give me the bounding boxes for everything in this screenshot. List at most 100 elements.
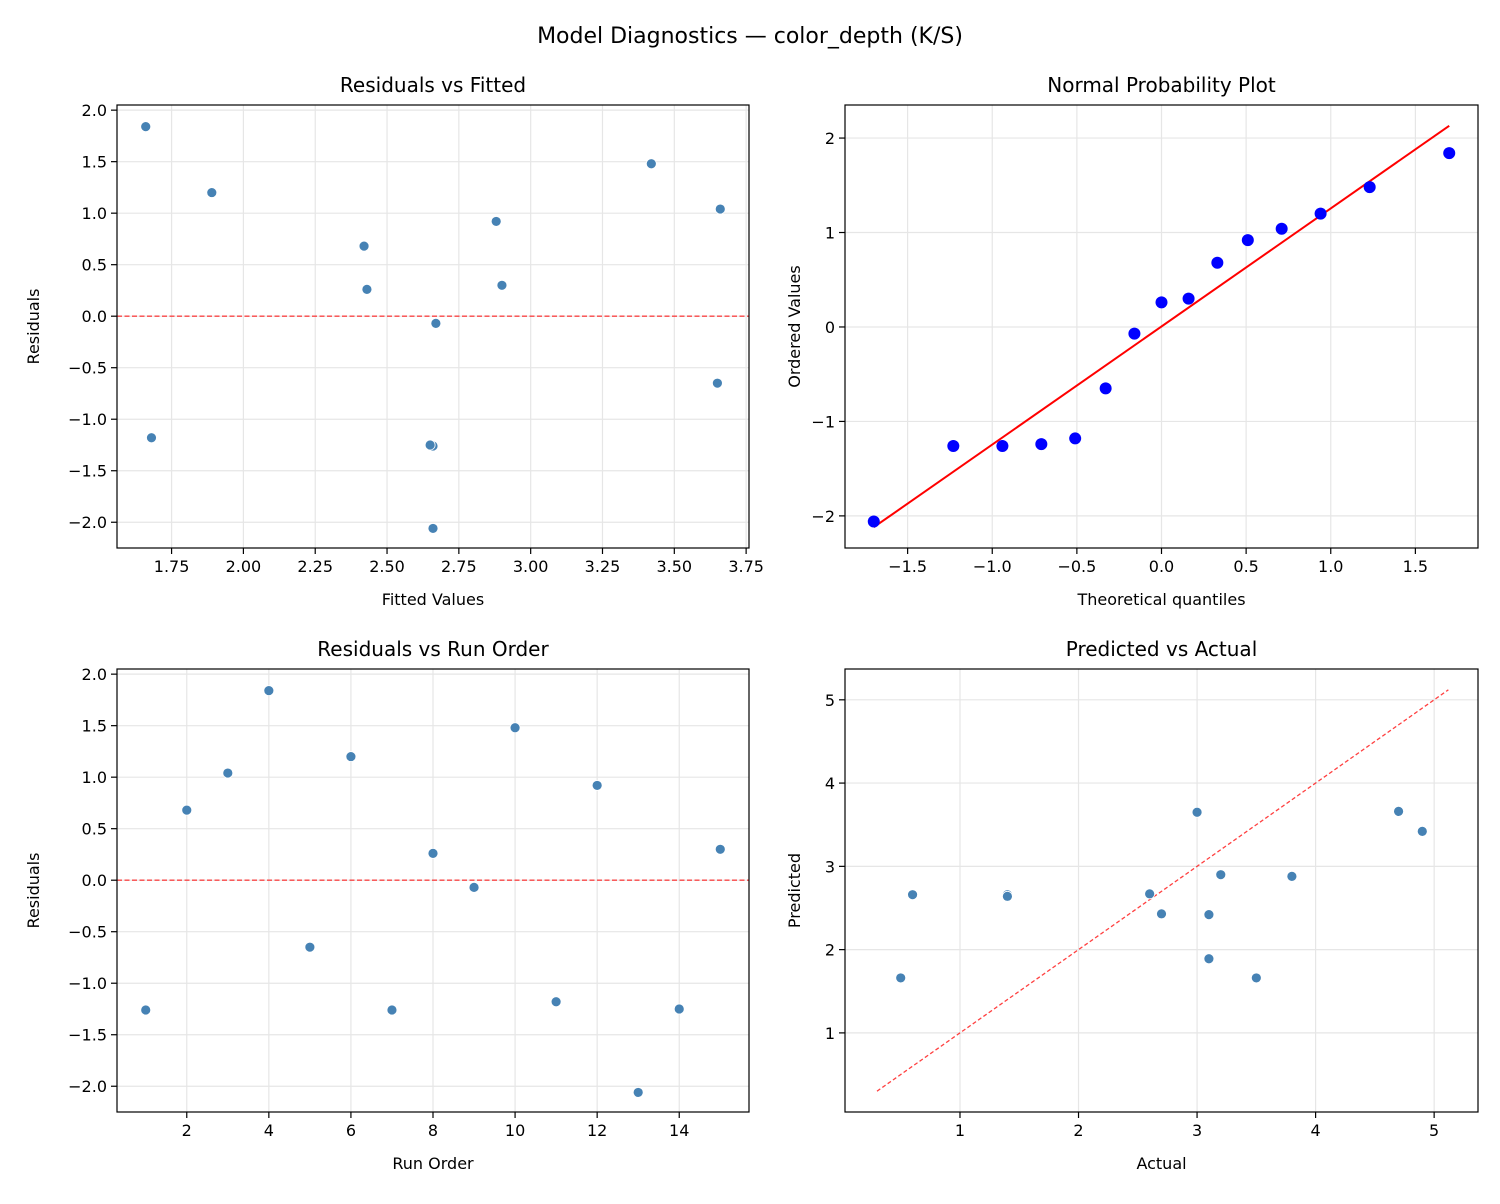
data-point	[1241, 234, 1254, 247]
data-point	[1286, 870, 1298, 882]
data-point	[714, 203, 726, 215]
data-point	[140, 121, 152, 133]
data-point	[427, 848, 439, 859]
y-tick-label: −1.5	[68, 462, 107, 481]
data-point	[1416, 825, 1428, 837]
x-tick-label: 3.25	[585, 557, 621, 576]
data-point	[895, 972, 907, 984]
data-point	[140, 1004, 152, 1016]
x-tick-label: −0.5	[1057, 557, 1096, 576]
data-point	[907, 889, 918, 901]
data-point	[468, 882, 480, 893]
x-tick-label: 2.00	[226, 557, 262, 576]
data-point	[430, 318, 442, 329]
data-point	[1155, 296, 1168, 309]
y-tick-label: 1.5	[82, 717, 107, 736]
x-tick-label: 3	[1192, 1121, 1202, 1140]
x-tick-label: −1.0	[973, 557, 1012, 576]
data-point	[947, 439, 960, 452]
data-point	[1069, 432, 1082, 445]
data-point	[1314, 207, 1327, 220]
figure-title: Model Diagnostics — color_depth (K/S)	[537, 24, 963, 49]
y-tick-label: −1.0	[68, 410, 107, 429]
x-axis-label: Theoretical quantiles	[1076, 590, 1245, 609]
y-tick-label: 1	[825, 224, 835, 243]
x-tick-label: 0.0	[1149, 557, 1174, 576]
x-tick-label: −1.5	[888, 557, 927, 576]
y-tick-label: −1.0	[68, 974, 107, 993]
axes-frame	[116, 668, 750, 1113]
data-point	[1182, 292, 1195, 305]
data-point	[386, 1004, 398, 1016]
x-tick-label: 6	[346, 1121, 356, 1140]
y-tick-label: 2.0	[82, 665, 107, 684]
fit-line	[873, 124, 1450, 529]
data-point	[1128, 327, 1141, 340]
x-axis-label: Actual	[1136, 1154, 1186, 1173]
x-tick-label: 14	[669, 1121, 689, 1140]
data-point	[1203, 953, 1215, 965]
data-point	[358, 240, 370, 252]
data-point	[1215, 869, 1227, 881]
data-point	[1250, 972, 1262, 984]
y-tick-label: −2.0	[68, 1077, 107, 1096]
x-tick-label: 1.75	[154, 557, 190, 576]
x-axis-label: Run Order	[392, 1154, 474, 1173]
data-point	[424, 439, 436, 451]
data-point	[714, 843, 726, 855]
subplot-4: 1 2 3 4 5 1 2 3 4 5 Predicted vs Actual Actual Predi…	[785, 637, 1479, 1173]
y-tick-label: 1.0	[82, 768, 107, 787]
data-point	[427, 523, 439, 534]
y-tick-label: −2	[811, 507, 835, 526]
x-tick-label: 8	[428, 1121, 438, 1140]
y-tick-label: 0.0	[82, 871, 107, 890]
data-point	[146, 432, 157, 444]
x-tick-label: 2.50	[369, 557, 405, 576]
x-tick-label: 3.75	[728, 557, 764, 576]
data-point	[645, 158, 657, 170]
data-point	[263, 685, 275, 697]
y-axis-label: Predicted	[785, 853, 804, 928]
x-tick-label: 2	[182, 1121, 192, 1140]
subplot-title: Normal Probability Plot	[1047, 73, 1276, 97]
x-axis-label: Fitted Values	[382, 590, 484, 609]
data-point	[181, 804, 193, 816]
data-point	[345, 751, 357, 762]
subplot-1: 1.75 2.00 2.25 2.50 2.75 3.00 3.25 3.50 3.75 −2.0…	[24, 73, 764, 609]
x-tick-label: 4	[1311, 1121, 1321, 1140]
subplot-title: Residuals vs Fitted	[340, 73, 526, 97]
x-tick-label: 5	[1429, 1121, 1439, 1140]
data-point	[1191, 806, 1203, 818]
data-point	[632, 1087, 644, 1098]
y-tick-label: 1.0	[82, 204, 107, 223]
y-tick-label: 0.5	[82, 256, 107, 275]
data-point	[673, 1003, 685, 1015]
data-point	[222, 767, 234, 779]
x-tick-label: 1.0	[1318, 557, 1343, 576]
y-tick-label: 0.0	[82, 307, 107, 326]
x-tick-label: 0.5	[1233, 557, 1258, 576]
data-point	[509, 722, 521, 734]
data-point	[1099, 382, 1112, 395]
axes-frame	[116, 104, 750, 549]
y-tick-label: 2	[825, 941, 835, 960]
y-tick-label: 2.0	[82, 101, 107, 120]
x-tick-label: 2	[1073, 1121, 1083, 1140]
data-point	[496, 279, 508, 291]
data-point	[1211, 256, 1224, 269]
x-tick-label: 2.25	[297, 557, 333, 576]
data-point	[867, 515, 880, 528]
axes-frame	[844, 668, 1479, 1113]
data-point	[1203, 909, 1215, 921]
y-tick-label: 1	[825, 1024, 835, 1043]
subplot-title: Predicted vs Actual	[1066, 637, 1258, 661]
y-tick-label: −0.5	[68, 359, 107, 378]
data-point	[1275, 222, 1288, 235]
subplot-title: Residuals vs Run Order	[317, 637, 549, 661]
data-point	[1035, 438, 1048, 451]
y-tick-label: −2.0	[68, 513, 107, 532]
data-point	[1443, 147, 1456, 160]
y-tick-label: −0.5	[68, 923, 107, 942]
identity-line	[876, 689, 1449, 1092]
data-point	[1001, 890, 1013, 902]
